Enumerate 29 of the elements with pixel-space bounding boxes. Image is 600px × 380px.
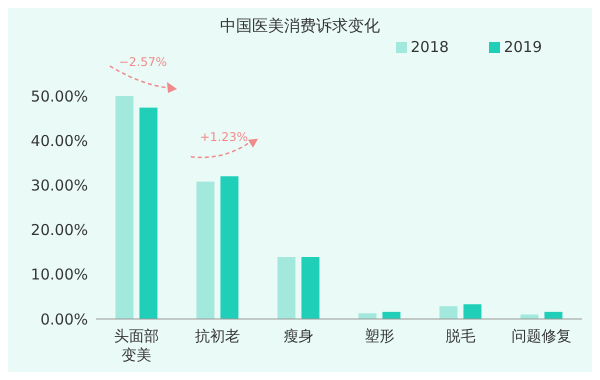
chart-title: 中国医美消费诉求变化 (219, 16, 381, 37)
x-tick-label: 问题修复 (512, 327, 572, 345)
x-tick-label: 抗初老 (195, 327, 240, 345)
legend-label: 2018 (410, 38, 449, 56)
bar (439, 306, 458, 319)
x-tick-label: 脱毛 (446, 327, 476, 345)
bar (139, 108, 158, 319)
bar (196, 182, 214, 319)
bar (382, 312, 400, 319)
y-tick-label: 10.00% (30, 266, 88, 284)
y-tick-label: 0.00% (40, 310, 88, 328)
bar (277, 257, 296, 319)
y-tick-label: 30.00% (30, 176, 88, 195)
y-tick-label: 20.00% (30, 221, 88, 240)
annotation: +1.23% (200, 130, 248, 144)
x-tick-label: 头面部变美 (114, 327, 159, 364)
bar (301, 257, 320, 319)
bar (115, 96, 134, 319)
legend-label: 2019 (504, 38, 542, 56)
annotation: −2.57% (118, 55, 168, 69)
bar (520, 314, 538, 319)
bar (358, 313, 376, 319)
bar (544, 312, 562, 319)
y-tick-label: 40.00% (30, 132, 88, 150)
x-tick-label: 瘦身 (284, 327, 314, 345)
x-tick-label: 塑形 (364, 327, 394, 345)
bar (220, 176, 238, 319)
bar (463, 304, 482, 319)
y-tick-label: 50.00% (30, 87, 88, 106)
